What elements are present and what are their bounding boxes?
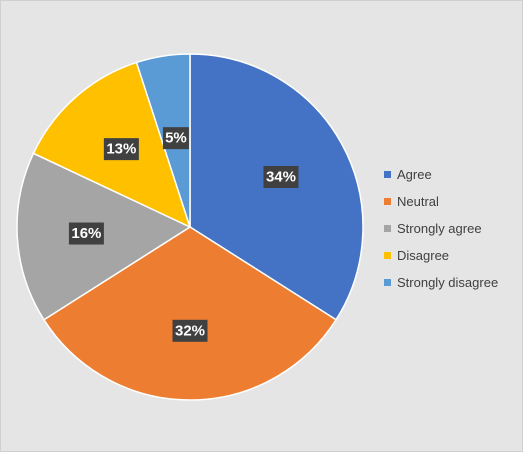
legend-item-agree: Agree <box>384 161 520 188</box>
data-label-text: 34% <box>266 168 296 185</box>
data-label: 34% <box>263 165 299 188</box>
legend-swatch <box>384 252 391 259</box>
pie-slices <box>16 53 364 401</box>
legend-swatch <box>384 171 391 178</box>
data-label: 13% <box>103 138 139 161</box>
legend-label: Agree <box>397 167 432 182</box>
data-label-box <box>68 222 104 245</box>
legend-item-disagree: Disagree <box>384 242 520 269</box>
data-label-box <box>103 138 139 161</box>
legend-swatch <box>384 279 391 286</box>
data-label-box <box>263 165 299 188</box>
data-label: 32% <box>172 319 208 342</box>
data-label: 5% <box>162 127 189 150</box>
data-label: 16% <box>68 222 104 245</box>
data-label-box <box>172 319 208 342</box>
legend-label: Disagree <box>397 248 450 263</box>
data-label-text: 16% <box>71 225 101 242</box>
legend-label: Strongly agree <box>397 221 482 236</box>
legend-label: Neutral <box>397 194 439 209</box>
data-label-text: 32% <box>175 322 205 339</box>
pie-slice-neutral <box>42 226 338 401</box>
data-label-text: 5% <box>165 130 187 147</box>
legend: Agree Neutral Strongly agree Disagree St… <box>384 161 520 296</box>
legend-label: Strongly disagree <box>397 275 499 290</box>
legend-item-strongly-disagree: Strongly disagree <box>384 269 520 296</box>
legend-swatch <box>384 225 391 232</box>
data-labels: 34% 32% 16% 13% 5% <box>68 127 299 342</box>
legend-swatch <box>384 198 391 205</box>
data-label-text: 13% <box>106 141 136 158</box>
legend-item-strongly-agree: Strongly agree <box>384 215 520 242</box>
data-label-box <box>162 127 189 150</box>
legend-item-neutral: Neutral <box>384 188 520 215</box>
